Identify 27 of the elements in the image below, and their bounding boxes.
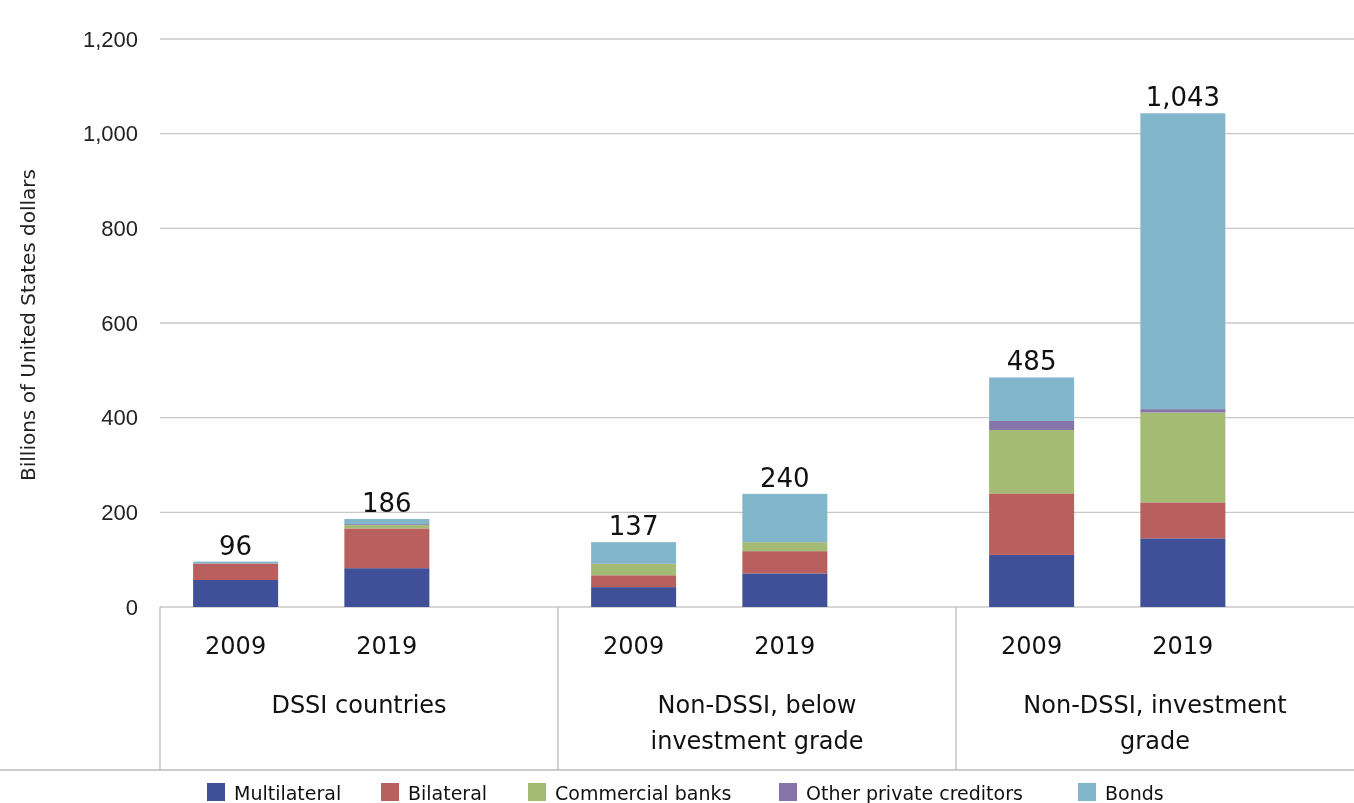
y-tick-label: 600	[101, 310, 138, 336]
y-tick-label: 200	[101, 499, 138, 525]
y-tick-label: 400	[101, 405, 138, 431]
y-tick-label: 1,000	[82, 121, 138, 147]
x-tick-label: 2009	[205, 632, 267, 660]
x-tick-label: 2009	[603, 632, 665, 660]
total-label: 485	[1006, 346, 1057, 377]
text: Non-DSSI, below investment grade	[650, 691, 864, 755]
x-tick-label: 2019	[356, 632, 418, 660]
text: DSSI countries	[271, 691, 447, 719]
x-tick-label: 2019	[754, 632, 816, 660]
text: Non-DSSI, investment grade	[1023, 691, 1287, 755]
legend-label: Multilateral	[234, 782, 342, 803]
legend-label: Commercial banks	[555, 782, 732, 803]
x-tick-label: 2019	[1152, 632, 1214, 660]
total-label: 1,043	[1145, 82, 1221, 113]
y-axis-title: Billions of United States dollars	[16, 168, 40, 482]
total-label: 240	[760, 462, 810, 493]
y-tick-label: 800	[101, 215, 138, 241]
legend-label: Bilateral	[408, 782, 488, 803]
x-tick-label: 2009	[1001, 632, 1063, 660]
total-label: 96	[219, 530, 253, 561]
total-label: 186	[362, 487, 412, 518]
y-tick-label: 1,200	[82, 26, 138, 52]
legend-label: Bonds	[1105, 782, 1164, 803]
y-tick-label: 0	[125, 594, 138, 620]
total-label: 137	[608, 511, 659, 542]
